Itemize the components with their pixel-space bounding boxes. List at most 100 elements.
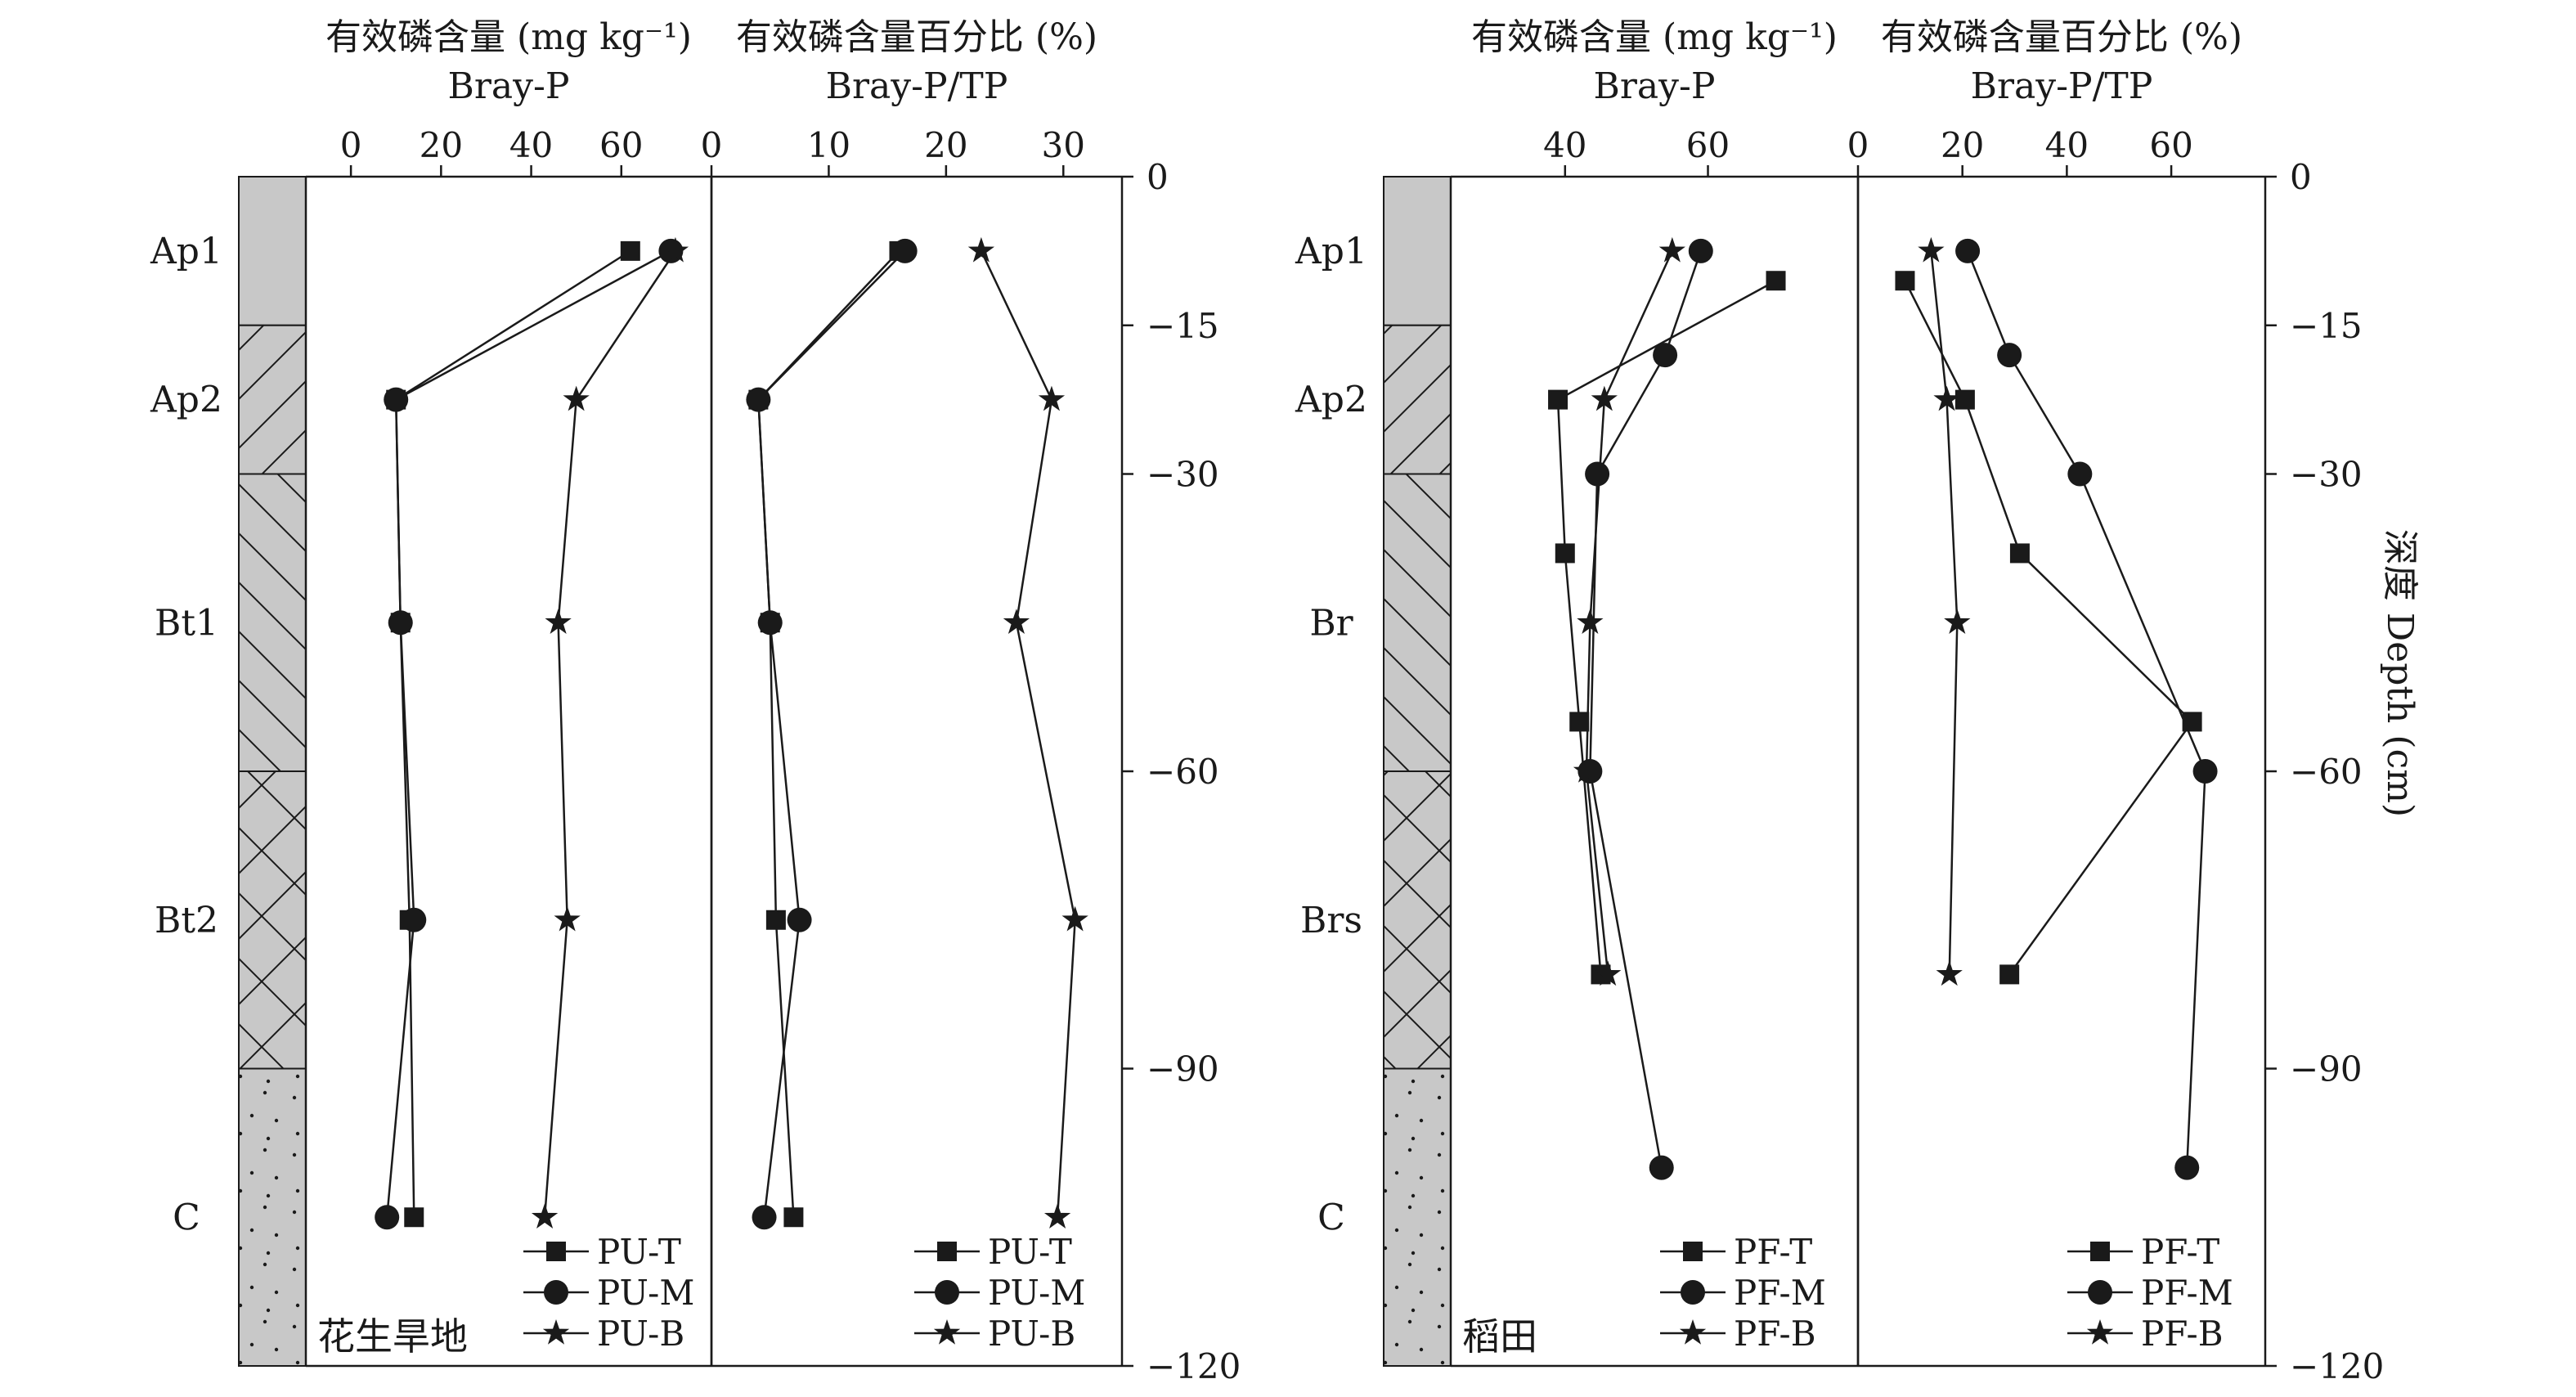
data-point-circle [2067, 461, 2093, 487]
y-axis-label: 深度 Depth (cm) [2379, 529, 2421, 817]
data-point-square [404, 1207, 424, 1228]
data-point-circle [1688, 238, 1713, 263]
x-tick-label: 60 [1686, 125, 1730, 165]
paddy-bray-p-panel: 有效磷含量 (mg kg⁻¹) Bray-P40 60 稻田 PF-TPF-MPF-B [1449, 16, 1860, 1368]
data-point-circle [1955, 238, 1981, 263]
data-point-circle [1653, 343, 1678, 368]
data-point-circle [1681, 1280, 1705, 1305]
x-tick-label: 30 [1042, 125, 1085, 165]
data-point-square [1683, 1242, 1703, 1261]
panel-label: 稻田 [1462, 1314, 1537, 1359]
x-tick-label: 10 [807, 125, 850, 165]
data-point-circle [544, 1280, 568, 1305]
horizon-block [238, 770, 307, 1070]
data-point-circle [2088, 1280, 2112, 1305]
data-point-square [783, 1207, 804, 1228]
horizon-block [1383, 176, 1452, 326]
panel-subtitle: Bray-P/TP [1971, 65, 2153, 107]
legend-label: PU-B [988, 1314, 1075, 1354]
horizon-block [1383, 324, 1452, 475]
data-point-circle [375, 1205, 400, 1230]
horizon-block [1383, 770, 1452, 1070]
series-line-pf-m [1966, 250, 2206, 1168]
legend-label: PU-M [988, 1273, 1085, 1313]
y-tick-label: −120 [1147, 1346, 1241, 1386]
data-point-star [531, 1203, 559, 1229]
horizon-label: Ap2 [1295, 380, 1367, 421]
panel-subtitle: Bray-P/TP [826, 65, 1008, 107]
x-tick-label: 60 [599, 125, 643, 165]
data-point-square [1555, 543, 1575, 564]
y-tick-label: −15 [2290, 306, 2363, 346]
legend-label: PU-T [988, 1232, 1072, 1272]
series-line-pu-t [757, 250, 900, 1218]
data-point-star [1038, 385, 1066, 411]
data-point-square [937, 1242, 957, 1261]
data-point-square [1548, 389, 1568, 410]
panel-subtitle: Bray-P [448, 65, 570, 107]
legend-label: PU-T [597, 1232, 681, 1272]
data-point-circle [892, 238, 918, 263]
horizon-label: Bt2 [155, 900, 218, 941]
legend-label: PF-T [2141, 1232, 2219, 1272]
horizon-label: Brs [1300, 900, 1362, 941]
legend-label: PF-T [1734, 1232, 1812, 1272]
x-tick-label: 20 [420, 125, 463, 165]
horizon-label: Bt1 [155, 602, 218, 644]
horizon-block [238, 324, 307, 475]
series-line-pf-b [1930, 250, 1959, 975]
data-point-square [1999, 964, 2020, 985]
series-line-pf-t [1904, 280, 2194, 976]
horizon-block [1383, 1067, 1452, 1367]
x-tick-label: 60 [2149, 125, 2192, 165]
horizon-block [238, 176, 307, 326]
data-point-square [1766, 271, 1786, 291]
data-point-star [933, 1319, 961, 1345]
legend-label: PF-B [2141, 1314, 2224, 1354]
upland-bray-p-ratio-panel: 有效磷含量百分比 (%) Bray-P/TP 0 10 20 30 0 −15 −30 −60 −9… [701, 16, 1241, 1386]
y-tick-label: −60 [2290, 752, 2363, 792]
series-line-pu-t [394, 249, 631, 1218]
data-point-star [2086, 1319, 2114, 1345]
panel-title: 有效磷含量百分比 (%) [1881, 16, 2242, 58]
panel-label: 花生旱地 [317, 1314, 468, 1359]
data-point-star [1043, 1203, 1071, 1229]
panel-subtitle: Bray-P [1594, 65, 1716, 107]
data-point-star [967, 236, 995, 263]
data-point-circle [388, 610, 413, 636]
data-point-circle [757, 610, 783, 636]
data-point-circle [384, 387, 409, 412]
horizon-label: Ap1 [150, 231, 222, 272]
upland-figure: Ap1 Ap2 Bt1 Bt2 C 有效磷含量 (mg kg⁻¹) Bray-P 0 20 40… [150, 16, 1241, 1386]
data-point-star [542, 1319, 570, 1345]
x-tick-label: 0 [701, 125, 723, 165]
legend-label: PF-M [1734, 1273, 1826, 1313]
y-tick-label: −90 [2290, 1049, 2363, 1089]
data-point-square [1895, 271, 1915, 291]
data-point-star [1936, 960, 1963, 986]
data-point-circle [402, 907, 427, 932]
panel-title: 有效磷含量 (mg kg⁻¹) [1471, 16, 1838, 58]
x-tick-label: 0 [340, 125, 362, 165]
data-point-star [1003, 609, 1030, 634]
data-point-circle [746, 387, 771, 412]
horizon-label: Ap2 [150, 380, 222, 421]
x-tick-label: 40 [509, 125, 553, 165]
horizon-label: C [1317, 1197, 1345, 1238]
horizon-label: C [173, 1197, 200, 1238]
horizon-label: Br [1309, 602, 1353, 644]
data-point-square [1954, 389, 1975, 410]
soil-profile-column-paddy: Ap1 Ap2 Br Brs C [1295, 176, 1452, 1367]
x-tick-label: 40 [2045, 125, 2089, 165]
y-tick-label: −120 [2290, 1346, 2384, 1386]
y-tick-label: −90 [1147, 1049, 1219, 1089]
y-tick-label: 0 [2290, 157, 2312, 197]
data-point-square [2009, 543, 2030, 564]
legend-label: PF-B [1734, 1314, 1816, 1354]
series-line-pu-m [385, 249, 671, 1218]
data-point-circle [2192, 759, 2218, 784]
data-point-square [546, 1242, 566, 1261]
data-point-star [1679, 1319, 1707, 1345]
